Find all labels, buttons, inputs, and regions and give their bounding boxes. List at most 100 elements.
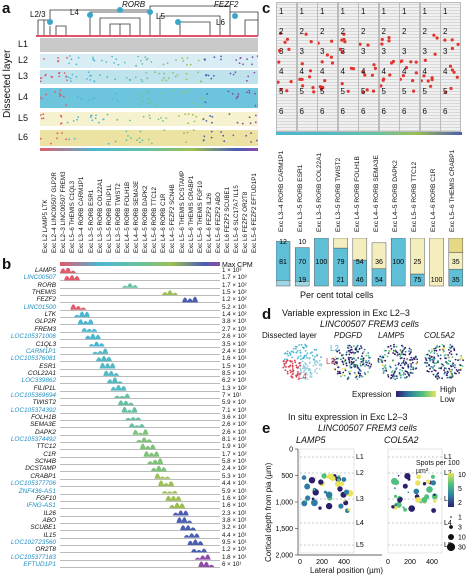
scatter-point [211,121,213,124]
celltype-label: Exc L5–6 THEMIS CRABP1 [187,175,195,253]
gene-label: RORB [37,281,56,289]
umap-point [429,351,432,354]
panel-c-celltype-label: Exc L4–6 RORB C1R [430,168,437,232]
scatter-point [141,63,144,65]
y-tick-label: 0 [289,447,293,454]
umap-point [382,372,385,374]
scatter-point [227,90,230,93]
umap-point [389,349,392,352]
section-layer-label: 4 [443,67,448,76]
tree-node-rorb: RORB [122,0,146,9]
celltype-label: Exc L5–6 THEMIS DCSTAMP [178,170,186,253]
umap-point [320,356,322,359]
umap-point [448,367,450,370]
violin-mark [128,423,135,428]
umap-point [444,353,447,356]
umap-point [284,358,286,361]
gene-row-baseline [60,552,220,554]
umap-point [313,348,316,351]
violin-mark [186,520,193,523]
scatter-point [195,115,198,118]
umap-point [351,358,354,360]
umap-point [365,354,368,357]
umap-point [289,364,292,367]
section-layer-label: 2 [422,27,427,36]
umap-point [384,359,387,362]
violin-mark [113,372,120,376]
umap-point [462,359,464,362]
scatter-point [61,132,63,134]
cell-dot [420,79,423,83]
scatter-point [163,129,166,132]
scatter-point [196,104,199,107]
spot-point [404,473,411,480]
umap-point [366,361,369,364]
umap-point [357,350,359,353]
bar-value-label: 35 [452,259,460,266]
umap-point [341,360,344,363]
scatter-point [141,80,144,83]
umap-point [386,355,389,358]
spot-point [334,481,341,487]
violin-mark [165,495,172,501]
panel-a-dendrogram [36,5,259,37]
layer-mark: L4 [444,520,452,527]
spot-point [429,489,432,492]
violin-mark [74,275,80,281]
umap-point [454,358,457,361]
cell-dot [340,50,344,54]
scatter-point [248,89,251,92]
umap-point [428,370,430,373]
scatter-point [68,62,71,65]
violin-mark [100,355,107,362]
umap-point [342,353,345,356]
celltype-label: Exc L5–6 THEMIS FGF10 [196,181,204,253]
gene-max-cpm: 1.7 × 10² [222,450,247,458]
gene-row-baseline [60,375,220,377]
umap-point [369,365,372,368]
umap-point [459,364,462,367]
umap-point [333,368,335,370]
scatter-point [185,78,188,81]
umap-point [289,371,292,374]
violin-mark [161,491,168,494]
celltype-label: Exc L5–6 THEMIS C1QL3 [69,180,77,253]
umap-point [429,359,432,362]
cell-dot [338,47,342,51]
bar-value-label: 35 [452,277,460,284]
gene-row-baseline [60,434,220,436]
gene-label: SCUBE1 [30,524,56,532]
umap-point [349,351,352,354]
umap-point [306,356,308,359]
umap-point [356,344,359,347]
violin-mark [198,561,205,567]
cell-dot [340,82,344,86]
cell-dot [300,62,304,66]
scatter-point [127,135,129,137]
panel-d-legend-low: Low [440,395,455,404]
scatter-point [205,74,208,76]
umap-point [408,347,411,350]
cell-dot [307,75,311,79]
spot-point [415,480,421,486]
section-layer-label: 3 [299,47,304,56]
cell-dot [319,87,324,91]
umap-point [410,359,412,361]
bar-value-label: 81 [279,259,287,266]
violin-mark [139,443,146,450]
umap-point [443,354,446,357]
panel-a-axis-title: Dissected layer [2,49,13,118]
spot-point [393,479,400,486]
umap-point [409,368,412,371]
cell-dot [435,36,439,40]
umap-point [445,367,447,370]
size-legend-label: 1 [458,515,462,522]
violin-mark [109,362,116,369]
gene-max-cpm: 5.9 × 10¹ [222,487,247,495]
umap-point [345,353,348,356]
size-legend-dot [449,525,453,529]
umap-point [428,355,431,357]
umap-point [291,362,294,365]
gene-label: LOC105374492 [10,436,56,444]
violin-mark [119,395,126,398]
